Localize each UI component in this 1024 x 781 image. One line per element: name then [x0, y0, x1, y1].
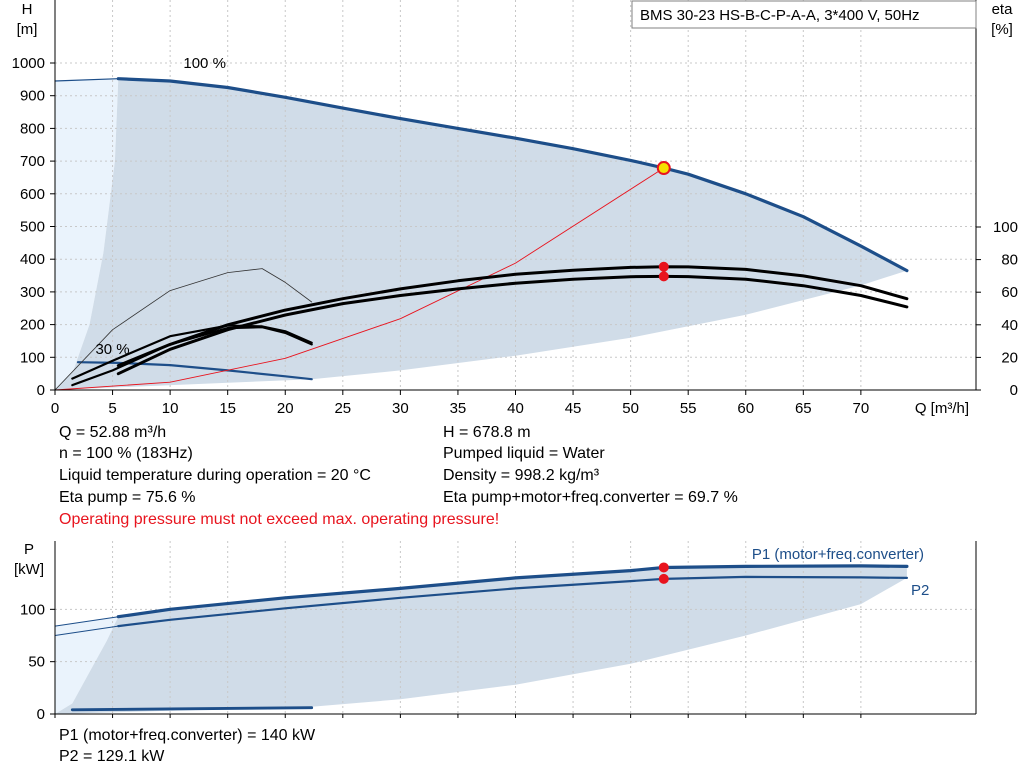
pressure-warning: Operating pressure must not exceed max. …: [59, 511, 500, 528]
power-y-tick-label: 100: [20, 601, 45, 618]
x-tick-label: 50: [622, 400, 639, 417]
x-tick-label: 20: [277, 400, 294, 417]
x-tick-label: 15: [219, 400, 236, 417]
p2-line: [117, 575, 908, 628]
eta-pump-30-line: [71, 324, 313, 380]
info-liquid-temperature: Liquid temperature during operation = 20…: [59, 467, 371, 484]
info-pumped-liquid: Pumped liquid = Water: [443, 445, 605, 462]
x-tick-label: 40: [507, 400, 524, 417]
p1-left-extension-line: [54, 616, 119, 627]
x-tick-label: 25: [334, 400, 351, 417]
system-curve-line: [54, 167, 665, 391]
duty-point-marker: [656, 161, 671, 176]
power-y-axis-label: P: [24, 541, 34, 558]
y2-tick-label: 0: [1010, 382, 1018, 399]
y-axis-label: H: [22, 1, 33, 18]
info-eta-total: Eta pump+motor+freq.converter = 69.7 %: [443, 489, 738, 506]
x-tick-label: 35: [450, 400, 467, 417]
info-head: H = 678.8 m: [443, 424, 531, 441]
light-envelope-area: [55, 78, 119, 390]
info-p1: P1 (motor+freq.converter) = 140 kW: [59, 727, 316, 744]
x-tick-label: 45: [565, 400, 582, 417]
y-tick-label: 1000: [12, 55, 45, 72]
power-envelope-area: [55, 565, 907, 714]
y-tick-label: 600: [20, 186, 45, 203]
y-tick-label: 0: [37, 382, 45, 399]
x-tick-label: 0: [51, 400, 59, 417]
power-plot: 0 50 100 P [kW] P1 (motor+freq.converter) P2: [14, 541, 977, 723]
head-100-line: [116, 77, 909, 273]
y2-tick-label: 100: [993, 219, 1018, 236]
y-tick-label: 200: [20, 317, 45, 334]
power-y-axis-unit: [kW]: [14, 561, 44, 578]
info-flow: Q = 52.88 m³/h: [59, 424, 167, 441]
power-y-tick-label: 50: [28, 654, 45, 671]
p1-line: [116, 564, 909, 619]
eta-pump-min-line: [54, 268, 313, 391]
eta-pump-100-line: [116, 265, 909, 368]
power-y-tick-label: 0: [37, 706, 45, 723]
eta-total-operating-point: [658, 271, 669, 282]
p1-legend-label: P1 (motor+freq.converter): [752, 546, 924, 563]
info-density: Density = 998.2 kg/m³: [443, 467, 600, 484]
y2-tick-label: 20: [1001, 349, 1018, 366]
p1-operating-point: [658, 562, 669, 573]
x-tick-label: 30: [392, 400, 409, 417]
y2-tick-label: 60: [1001, 284, 1018, 301]
y-tick-label: 500: [20, 219, 45, 236]
p2-operating-point: [658, 573, 669, 584]
y-tick-label: 400: [20, 251, 45, 268]
info-p2: P2 = 129.1 kW: [59, 748, 165, 765]
y2-tick-label: 40: [1001, 317, 1018, 334]
x-tick-label: 5: [108, 400, 116, 417]
head-efficiency-plot: 0 5 10 15 20 25 30 35 40 45 50 55 60 65 70010020030040…: [12, 0, 1018, 417]
info-eta-pump: Eta pump = 75.6 %: [59, 489, 196, 506]
y-tick-label: 800: [20, 120, 45, 137]
y2-axis-label: eta: [992, 1, 1014, 18]
y-axis-unit: [m]: [17, 21, 38, 38]
info-speed: n = 100 % (183Hz): [59, 445, 193, 462]
chart-title: BMS 30-23 HS-B-C-P-A-A, 3*400 V, 50Hz: [640, 7, 920, 24]
y-tick-label: 900: [20, 88, 45, 105]
head-min-edge-line: [54, 78, 119, 82]
power-light-envelope-area: [55, 616, 119, 714]
x-tick-label: 65: [795, 400, 812, 417]
p2-legend-label: P2: [911, 582, 929, 599]
eta-total-100-line: [116, 274, 909, 376]
y-tick-label: 300: [20, 284, 45, 301]
p2-left-extension-line: [54, 625, 119, 636]
x-axis-label: Q [m³/h]: [915, 400, 969, 417]
head-30-line: [76, 361, 313, 381]
title-box: [631, 0, 977, 29]
y2-axis-unit: [%]: [991, 21, 1013, 38]
eta-total-30-line: [71, 326, 313, 387]
x-tick-label: 10: [162, 400, 179, 417]
operating-envelope-area: [55, 78, 907, 390]
low-speed-power-line: [70, 706, 314, 712]
y-tick-label: 100: [20, 349, 45, 366]
x-tick-label: 60: [737, 400, 754, 417]
x-tick-label: 70: [853, 400, 870, 417]
y2-tick-label: 80: [1001, 252, 1018, 269]
x-tick-label: 55: [680, 400, 697, 417]
speed-30-label: 30 %: [95, 341, 129, 358]
eta-pump-operating-point: [658, 261, 669, 272]
y-tick-label: 700: [20, 153, 45, 170]
speed-100-label: 100 %: [183, 55, 226, 72]
